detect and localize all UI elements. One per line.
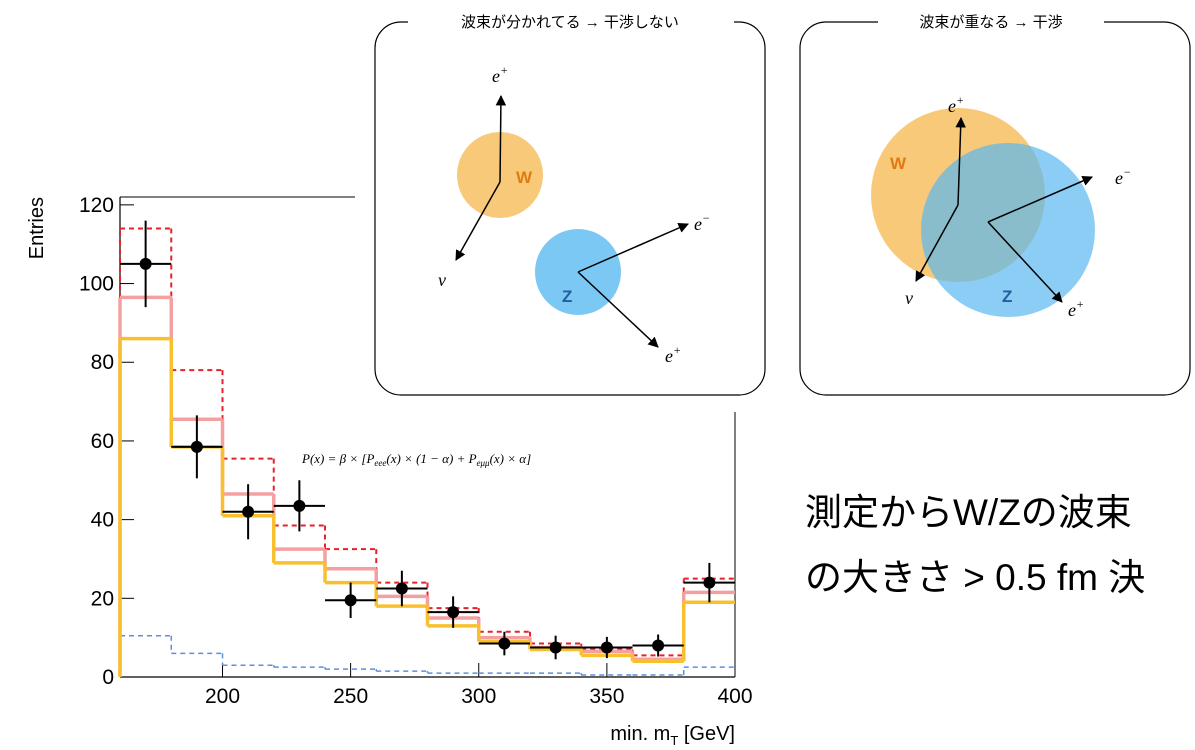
y-tick-label: 100 [79, 273, 114, 296]
particle-base: e [1068, 300, 1076, 320]
z-label: Z [562, 287, 572, 306]
body-text: の大きさ > 0.5 fm 決 [805, 557, 1145, 598]
annotation-part: P(x) = β × [P [301, 451, 374, 466]
y-tick-label: 120 [79, 194, 114, 217]
particle-base: ν [438, 270, 446, 290]
particle-base: e [948, 96, 956, 116]
x-tick-label: 200 [205, 685, 240, 708]
x-tick-label: 300 [461, 685, 496, 708]
panel [375, 22, 765, 395]
slide: 0 20 40 60 80 100 120 200 250 300 350 400 Entries min… [0, 0, 1195, 750]
diagram: 波束が分かれてる → 干渉しない W Z e+νe−e+ [375, 12, 765, 395]
particle-label: ν [905, 288, 913, 308]
data-point [601, 641, 613, 653]
y-tick-label: 80 [91, 351, 114, 374]
x-tick-label: 250 [333, 685, 368, 708]
x-axis-label-part: T [670, 733, 678, 748]
body-text: 測定からW/Zの波束 [805, 492, 1132, 533]
data-point [652, 640, 664, 652]
particle-base: ν [905, 288, 913, 308]
x-tick-label: 350 [589, 685, 624, 708]
x-axis-label-part: min. m [610, 723, 670, 745]
particle-base: e [665, 346, 673, 366]
data-point [396, 582, 408, 594]
data-point [191, 441, 203, 453]
particle-charge: + [673, 343, 681, 357]
arrow [500, 96, 501, 182]
particle-base: e [1115, 168, 1123, 188]
x-tick-label: 400 [717, 685, 752, 708]
y-tick-label: 20 [91, 587, 114, 610]
data-point [140, 258, 152, 270]
annotation-part: (x) × (1 − α) + P [386, 451, 476, 466]
annotation-part: eμμ [477, 458, 491, 468]
data-point [293, 500, 305, 512]
particle-base: e [492, 66, 500, 86]
x-axis-label: min. mT [GeV] [610, 723, 735, 748]
y-axis-label: Entries [26, 197, 48, 259]
data-point [242, 506, 254, 518]
particle-base: e [694, 214, 702, 234]
particle-charge: + [956, 93, 964, 107]
data-point [550, 641, 562, 653]
diagram-title: 波束が分かれてる → 干渉しない [461, 14, 679, 31]
diagram: 波束が重なる → 干渉 W Z e+νe−e+ [800, 12, 1190, 395]
particle-label: ν [438, 270, 446, 290]
x-axis-label-part: [GeV] [678, 723, 735, 745]
data-point [703, 577, 715, 589]
w-label: W [516, 168, 533, 187]
data-point [345, 594, 357, 606]
data-point [498, 638, 510, 650]
particle-charge: + [1076, 297, 1084, 311]
y-tick-label: 40 [91, 509, 114, 532]
particle-charge: − [702, 211, 710, 225]
particle-charge: − [1123, 165, 1131, 179]
annotation-part: (x) × α] [490, 451, 532, 466]
data-point [447, 606, 459, 618]
y-tick-label: 60 [91, 430, 114, 453]
particle-charge: + [500, 63, 508, 77]
y-tick-label: 0 [102, 666, 114, 689]
w-label: W [890, 154, 907, 173]
annotation-part: eee [374, 458, 386, 468]
z-label: Z [1002, 287, 1012, 306]
diagram-title: 波束が重なる → 干渉 [919, 14, 1062, 31]
annotation: P(x) = β × [Peee(x) × (1 − α) + Peμμ(x) … [301, 451, 531, 468]
